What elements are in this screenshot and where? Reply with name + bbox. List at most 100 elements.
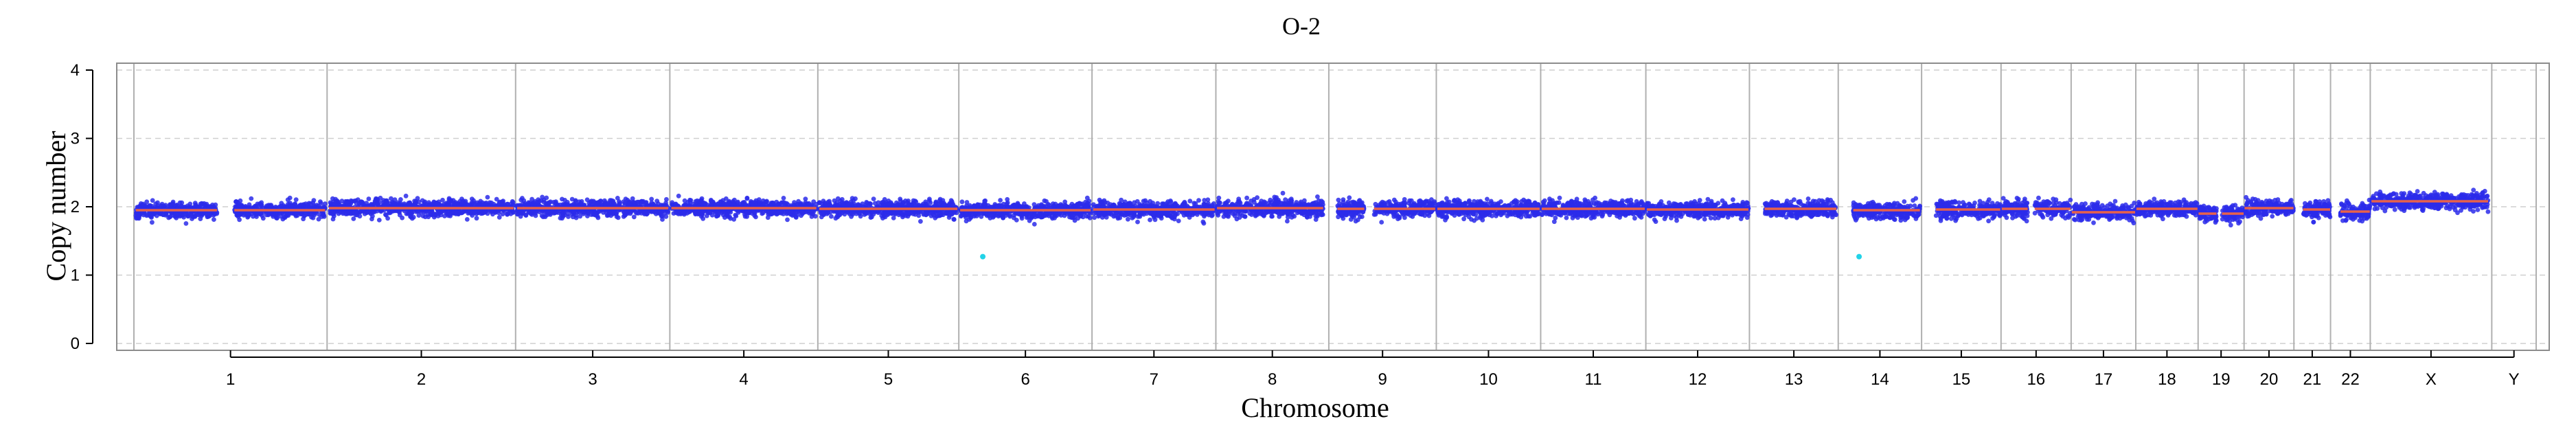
data-point (212, 217, 216, 222)
data-point (1253, 214, 1258, 218)
data-point (740, 208, 744, 214)
data-point (163, 211, 169, 216)
data-point (602, 198, 607, 203)
data-point (744, 214, 749, 219)
data-point (569, 196, 575, 202)
data-point (796, 199, 801, 204)
data-point (198, 216, 203, 221)
data-point (1223, 201, 1229, 206)
data-point (166, 215, 172, 220)
data-point (202, 210, 207, 215)
data-point (374, 208, 380, 214)
data-point (1042, 198, 1047, 203)
data-point (1111, 214, 1117, 219)
data-point (570, 214, 575, 220)
data-point (1151, 204, 1156, 210)
data-point (833, 216, 839, 221)
data-point (483, 201, 489, 205)
data-point (569, 203, 574, 208)
data-point (478, 199, 483, 204)
data-point (368, 209, 374, 214)
data-point (736, 210, 741, 215)
data-point (615, 215, 621, 220)
data-point (793, 215, 799, 220)
data-point (1014, 218, 1019, 223)
data-point (799, 209, 803, 214)
data-point (923, 199, 928, 205)
data-point (889, 211, 895, 216)
data-point (645, 210, 650, 216)
data-point (415, 209, 420, 214)
data-point (1027, 211, 1033, 216)
data-point (1106, 211, 1112, 216)
data-point (1315, 194, 1320, 199)
data-point (537, 210, 542, 214)
data-point (635, 199, 640, 205)
data-point (1119, 197, 1124, 203)
data-point (373, 197, 378, 202)
data-point (147, 203, 152, 208)
data-point (354, 210, 359, 215)
data-point (150, 220, 155, 225)
data-point (425, 212, 431, 217)
data-point (586, 210, 591, 216)
data-point (792, 200, 797, 205)
data-point (1188, 210, 1193, 216)
data-point (1276, 209, 1281, 214)
data-point (933, 201, 938, 205)
data-point (586, 201, 592, 206)
data-point (1235, 209, 1241, 214)
data-point (709, 199, 714, 204)
data-point (604, 213, 610, 218)
data-point (615, 196, 620, 201)
data-point (727, 199, 732, 204)
data-point (554, 199, 558, 204)
data-point (676, 208, 681, 214)
data-point (1254, 203, 1259, 207)
data-point (1102, 198, 1107, 203)
data-point (233, 199, 238, 205)
data-point (440, 197, 445, 203)
data-point (207, 212, 212, 217)
data-point (827, 199, 832, 204)
data-point (552, 210, 558, 216)
data-point (1319, 199, 1324, 203)
data-point (369, 203, 374, 208)
data-point (323, 201, 328, 207)
data-point (1005, 205, 1011, 210)
data-point (466, 211, 471, 216)
data-point (448, 201, 454, 206)
data-point (155, 200, 160, 205)
data-point (643, 200, 649, 205)
data-point (168, 202, 172, 207)
data-point (407, 201, 412, 207)
data-point (471, 201, 476, 206)
data-point (760, 211, 765, 216)
data-point (464, 217, 470, 222)
data-point (622, 212, 628, 218)
data-point (882, 214, 888, 220)
data-point (353, 198, 358, 203)
data-point (494, 203, 500, 208)
data-point (903, 199, 908, 203)
data-point (864, 200, 869, 205)
data-point (1051, 204, 1056, 210)
data-point (1298, 210, 1303, 215)
data-point (1255, 195, 1259, 201)
data-point (1135, 219, 1140, 225)
data-point (320, 211, 326, 216)
data-point (183, 221, 189, 226)
data-point (977, 202, 983, 207)
data-point (1148, 217, 1152, 223)
data-point (383, 212, 388, 217)
data-point (869, 210, 875, 215)
data-point (1132, 200, 1137, 205)
data-point (622, 201, 628, 205)
data-point (1203, 210, 1209, 216)
data-point (630, 196, 635, 201)
data-point (1010, 203, 1016, 208)
data-point (898, 199, 903, 203)
data-point (238, 198, 243, 203)
data-point (1062, 213, 1067, 218)
